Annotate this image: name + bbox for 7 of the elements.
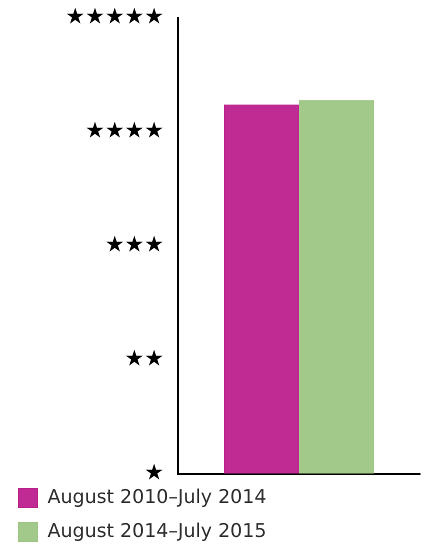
text: ★★ — [124, 346, 164, 372]
legend-label: August 2010–July 2014 — [48, 486, 266, 508]
text: ★★★★ — [85, 118, 164, 144]
legend-label: August 2014–July 2015 — [48, 520, 266, 542]
text: ★ — [144, 460, 164, 486]
text: ★★★★★ — [65, 4, 164, 30]
text: ★★★ — [104, 232, 164, 258]
